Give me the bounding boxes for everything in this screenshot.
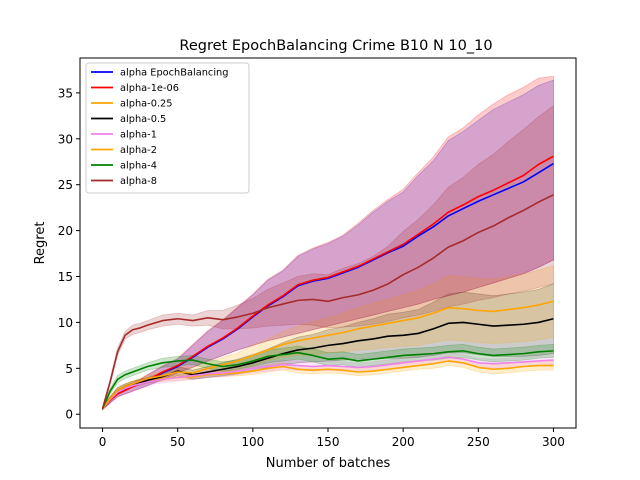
y-tick-label: 15 bbox=[58, 270, 73, 284]
y-tick-label: 30 bbox=[58, 132, 73, 146]
x-tick-label: 100 bbox=[241, 435, 264, 449]
y-tick-label: 25 bbox=[58, 178, 73, 192]
band-alpha-0-5 bbox=[102, 283, 554, 411]
legend-entry: alpha-8 bbox=[120, 176, 157, 187]
legend-entry: alpha-4 bbox=[120, 161, 157, 172]
band-alpha-0-25 bbox=[102, 355, 554, 411]
series-line-alpha-4 bbox=[101, 350, 554, 410]
y-tick-label: 10 bbox=[58, 316, 73, 330]
confidence-bands bbox=[102, 75, 554, 411]
series-line-alpha-1e-06 bbox=[101, 155, 554, 410]
x-tick-label: 250 bbox=[467, 435, 490, 449]
legend-entry: alpha-1 bbox=[120, 130, 157, 141]
series-line-alpha-0-5 bbox=[101, 317, 554, 410]
series-lines bbox=[101, 155, 554, 410]
x-axis-label: Number of batches bbox=[266, 456, 391, 471]
band-alpha-epochbalancing bbox=[102, 79, 554, 411]
y-tick-label: 35 bbox=[58, 86, 73, 100]
x-tick-label: 50 bbox=[170, 435, 185, 449]
series-line-alpha-1 bbox=[101, 356, 554, 410]
legend: alpha EpochBalancing alpha-1e-06 alpha-0.2… bbox=[85, 62, 250, 194]
series-line-alpha-2 bbox=[101, 300, 554, 410]
legend-entry: alpha-0.5 bbox=[120, 114, 166, 125]
legend-box bbox=[85, 62, 250, 194]
legend-entry: alpha-0.25 bbox=[120, 99, 173, 110]
band-alpha-1e-06 bbox=[102, 75, 554, 411]
y-axis: 0 5 10 15 20 25 30 35 bbox=[58, 86, 80, 422]
x-tick-label: 0 bbox=[99, 435, 107, 449]
y-axis-label: Regret bbox=[33, 222, 48, 265]
y-tick-label: 5 bbox=[65, 362, 73, 376]
legend-entry: alpha-2 bbox=[120, 145, 157, 156]
band-alpha-4 bbox=[102, 344, 554, 410]
legend-entry: alpha-1e-06 bbox=[120, 83, 179, 94]
x-axis: 0 50 100 150 200 250 300 bbox=[99, 428, 565, 449]
series-line-alpha-8 bbox=[101, 194, 554, 409]
chart-title: Regret EpochBalancing Crime B10 N 10_10 bbox=[179, 38, 492, 54]
band-alpha-8 bbox=[102, 104, 554, 410]
x-tick-label: 300 bbox=[542, 435, 565, 449]
x-tick-label: 150 bbox=[317, 435, 340, 449]
y-tick-label: 0 bbox=[65, 408, 73, 422]
legend-entry: alpha EpochBalancing bbox=[120, 68, 228, 79]
x-tick-label: 200 bbox=[392, 435, 415, 449]
y-tick-label: 20 bbox=[58, 224, 73, 238]
